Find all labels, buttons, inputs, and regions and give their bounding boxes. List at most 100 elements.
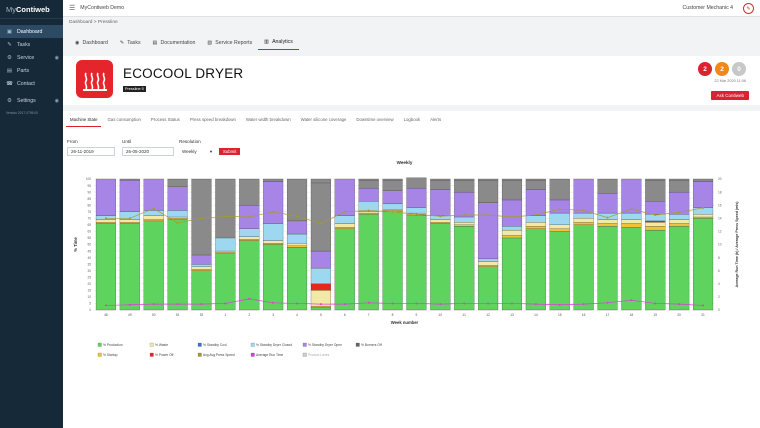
tab-analytics[interactable]: ▥ Analytics xyxy=(258,36,299,50)
app-switcher[interactable]: MyContiweb Demo xyxy=(80,5,125,11)
ask-contiweb-button[interactable]: Ask Contiweb xyxy=(711,91,749,100)
subtab-downtime-overview[interactable]: Downtime overview xyxy=(356,117,394,122)
subtab-logbook[interactable]: Logbook xyxy=(403,117,421,122)
bar-segment xyxy=(454,216,475,223)
y-tick-label: 50 xyxy=(87,243,91,247)
submit-button[interactable]: Submit xyxy=(219,148,241,155)
eye-icon[interactable]: ◉ xyxy=(54,97,59,104)
subtab-water-silicone-coverage[interactable]: Water silicone coverage xyxy=(300,117,347,122)
y-tick-label: 70 xyxy=(87,217,91,221)
bar-segment xyxy=(382,209,403,211)
bar-segment xyxy=(573,218,594,223)
sidebar-item-tasks[interactable]: ✎ Tasks xyxy=(0,38,63,51)
press-speed-point xyxy=(678,211,681,214)
y-axis-label: % Time xyxy=(73,237,78,252)
press-speed-point xyxy=(176,221,179,224)
user-name[interactable]: Customer Mechanic 4 xyxy=(682,5,733,11)
bar-segment xyxy=(525,189,546,216)
run-time-point xyxy=(391,302,394,305)
main-tabs: ◉ Dashboard ✎ Tasks ▤ Documentation ▧ Service R… xyxy=(69,36,299,50)
y2-tick-label: 12 xyxy=(718,230,722,234)
bar-segment xyxy=(119,222,140,224)
run-time-point xyxy=(582,303,585,306)
product-title: ECOCOOL DRYER xyxy=(123,66,244,81)
menu-icon[interactable]: ☰ xyxy=(69,5,76,12)
bar-segment-rest xyxy=(478,178,499,181)
sidebar-item-service[interactable]: ⚙ Service ◉ xyxy=(0,51,63,64)
subtab-water-width-breakdown[interactable]: Water width breakdown xyxy=(245,117,291,122)
y2-tick-label: 4 xyxy=(718,282,720,286)
subtab-machine-state[interactable]: Machine State xyxy=(66,114,102,127)
sidebar-item-parts[interactable]: ▤ Parts xyxy=(0,64,63,77)
sidebar-item-contact[interactable]: ☎ Contact xyxy=(0,77,63,90)
run-time-point xyxy=(272,301,275,304)
y-tick-label: 0 xyxy=(89,308,91,312)
bar-segment xyxy=(263,240,284,244)
resolution-select[interactable]: Weekly ▼ xyxy=(179,147,213,156)
run-time-point xyxy=(248,297,251,300)
bar-segment xyxy=(382,180,403,191)
y2-tick-label: 16 xyxy=(718,203,722,207)
bar-segment xyxy=(573,222,594,225)
run-time-point xyxy=(558,303,561,306)
y2-tick-label: 0 xyxy=(718,308,720,312)
subtab-gas-consumption[interactable]: Gas consumption xyxy=(107,117,141,122)
sidebar-item-settings[interactable]: ⚙ Settings ◉ xyxy=(0,94,63,107)
bar-segment xyxy=(215,253,236,311)
bar-segment xyxy=(454,180,475,193)
subtab-process-status[interactable]: Process Status xyxy=(150,117,180,122)
run-time-point xyxy=(104,304,107,307)
bar-segment xyxy=(501,180,523,201)
tab-documentation[interactable]: ▤ Documentation xyxy=(147,36,202,50)
legend-label: % Production xyxy=(103,343,123,347)
badge-warning[interactable]: 2 xyxy=(715,62,729,76)
x-tick-label: 18 xyxy=(630,313,634,317)
y2-tick-label: 10 xyxy=(718,243,722,247)
bar-segment xyxy=(669,226,690,311)
legend-swatch xyxy=(355,342,360,347)
bar-segment xyxy=(645,226,666,231)
press-speed-point xyxy=(248,215,251,218)
from-date-input[interactable]: 26-11-2019 xyxy=(67,147,115,156)
version-text: Version 2017.0795.00 xyxy=(6,111,39,115)
y-tick-label: 65 xyxy=(87,223,91,227)
breadcrumb[interactable]: Dashboard > Pressline xyxy=(69,20,118,25)
notification-icon[interactable]: ✎ xyxy=(743,3,754,14)
resolution-label: Resolution xyxy=(179,139,201,144)
legend-label: % Standby Dryer Open xyxy=(308,343,342,347)
bar-segment xyxy=(310,307,331,311)
bar-segment xyxy=(621,223,642,228)
bar-segment-rest xyxy=(310,178,331,184)
box-icon: ▤ xyxy=(6,67,13,74)
badge-info[interactable]: 0 xyxy=(732,62,746,76)
y-tick-label: 95 xyxy=(87,184,91,188)
bar-segment xyxy=(191,178,212,256)
run-time-point xyxy=(510,302,513,305)
gear-icon: ⚙ xyxy=(7,54,12,61)
tab-tasks[interactable]: ✎ Tasks xyxy=(114,36,147,50)
bar-segment xyxy=(645,222,666,227)
bar-segment-rest xyxy=(645,178,666,181)
bar-segment xyxy=(525,228,546,311)
subtab-alerts[interactable]: Alerts xyxy=(430,117,442,122)
sidebar-item-label: Settings xyxy=(17,97,36,104)
badge-critical[interactable]: 2 xyxy=(698,62,712,76)
x-tick-label: 17 xyxy=(606,313,610,317)
press-speed-point xyxy=(630,208,633,211)
run-time-point xyxy=(606,301,609,304)
app-logo[interactable]: My Contiweb xyxy=(0,0,63,19)
sidebar-item-dashboard[interactable]: ▣ Dashboard xyxy=(0,25,63,38)
bar-segment xyxy=(191,266,212,270)
until-date-input[interactable]: 26-05-2020 xyxy=(122,147,174,156)
subtab-press-speed-breakdown[interactable]: Press speed breakdown xyxy=(189,117,236,122)
press-speed-point xyxy=(487,214,490,217)
heater-icon xyxy=(76,60,113,98)
machine-state-chart: Weekly0510152025303540455055606570758085… xyxy=(73,160,739,357)
y-tick-label: 90 xyxy=(87,190,91,194)
tab-dashboard[interactable]: ◉ Dashboard xyxy=(69,36,114,50)
bar-segment xyxy=(693,216,714,219)
bar-segment xyxy=(143,219,164,222)
tab-icon: ◉ xyxy=(75,39,80,46)
eye-icon[interactable]: ◉ xyxy=(54,54,59,61)
tab-service-reports[interactable]: ▧ Service Reports xyxy=(201,36,258,50)
